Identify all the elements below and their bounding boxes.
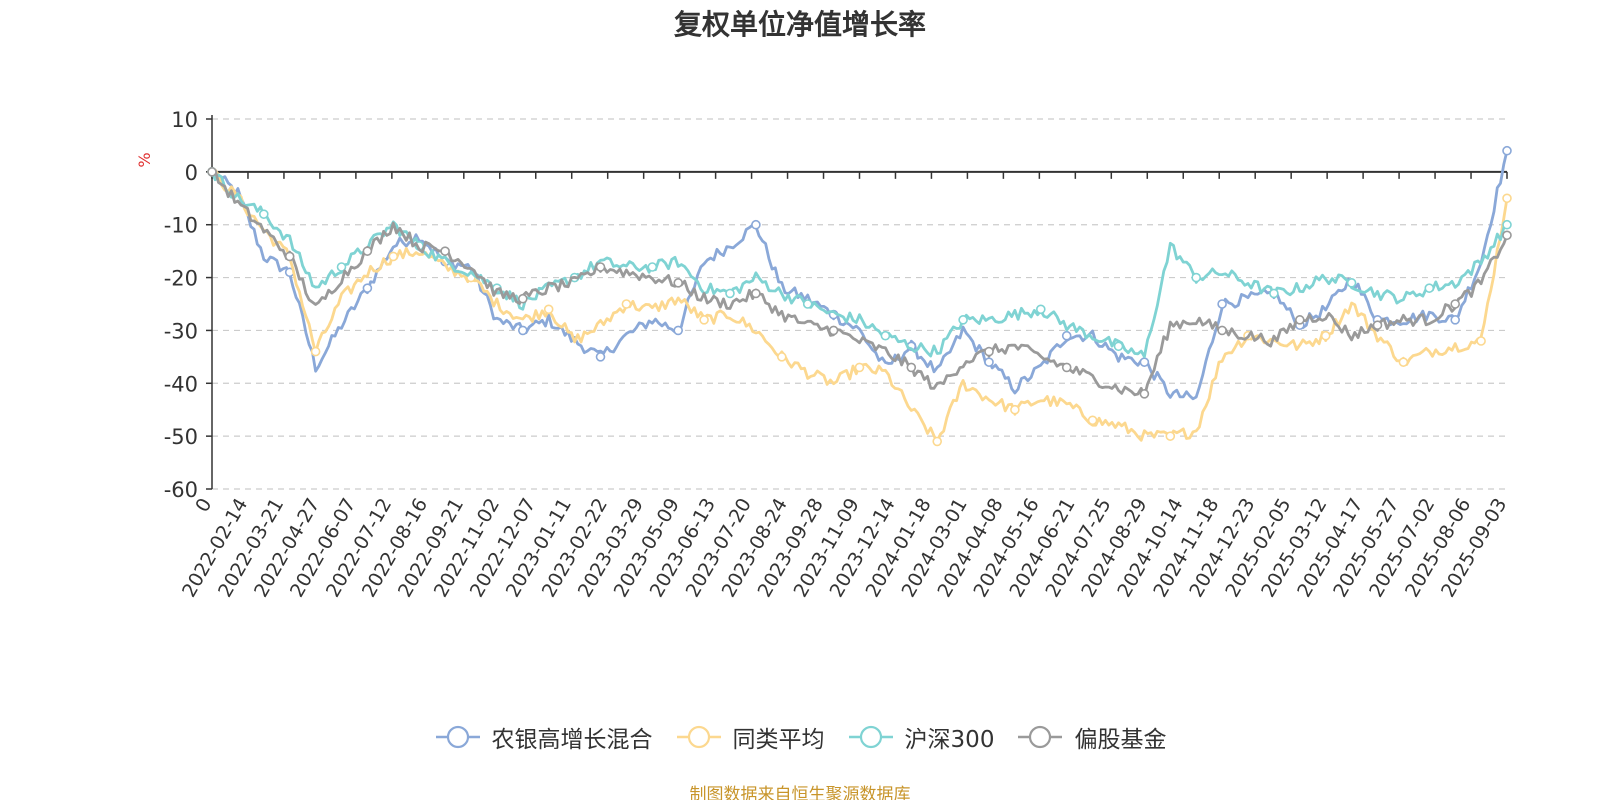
data-point bbox=[207, 167, 217, 177]
data-point bbox=[388, 251, 399, 262]
series-line bbox=[210, 171, 1508, 359]
data-point bbox=[1087, 415, 1098, 426]
data-point bbox=[1217, 325, 1227, 336]
data-point bbox=[362, 246, 373, 256]
data-point bbox=[1036, 304, 1046, 315]
data-point bbox=[284, 251, 295, 262]
data-point bbox=[336, 262, 347, 272]
y-tick-label: 0 bbox=[185, 161, 198, 185]
data-point bbox=[802, 299, 813, 309]
data-point bbox=[1450, 315, 1460, 325]
data-point bbox=[1010, 404, 1020, 415]
y-axis-label: % bbox=[135, 152, 154, 167]
data-point bbox=[1502, 193, 1512, 204]
data-point bbox=[1450, 299, 1460, 309]
data-point bbox=[647, 262, 658, 272]
data-point bbox=[440, 246, 450, 256]
source-note: 制图数据来自恒生聚源数据库 bbox=[689, 785, 911, 800]
data-point bbox=[1061, 330, 1072, 341]
legend-marker-icon bbox=[676, 725, 721, 749]
legend-marker-icon bbox=[435, 725, 480, 749]
legend-marker-icon bbox=[848, 725, 893, 749]
data-point bbox=[1113, 341, 1124, 352]
chart-title: 复权单位净值增长率 bbox=[673, 8, 926, 41]
legend-item[interactable]: 同类平均 bbox=[675, 720, 825, 754]
series-line bbox=[211, 150, 1509, 401]
data-point bbox=[1269, 288, 1279, 299]
x-tick-label: 0 bbox=[191, 495, 216, 516]
y-tick-label: -60 bbox=[164, 478, 198, 502]
y-tick-label: 10 bbox=[171, 108, 198, 132]
data-point bbox=[854, 362, 865, 373]
data-point bbox=[517, 325, 528, 336]
series-line bbox=[211, 169, 1509, 398]
data-point bbox=[595, 352, 606, 362]
legend: 农银高增长混合 同类平均 沪深300 偏股基金 bbox=[0, 720, 1600, 754]
data-point bbox=[1295, 315, 1305, 325]
legend-marker-icon bbox=[1018, 725, 1063, 749]
data-point bbox=[1372, 320, 1383, 330]
data-point bbox=[751, 219, 761, 230]
data-point bbox=[906, 362, 917, 373]
y-tick-label: -40 bbox=[164, 372, 198, 396]
y-tick-label: -10 bbox=[164, 214, 198, 238]
data-point bbox=[1502, 230, 1512, 241]
legend-label: 沪深300 bbox=[904, 727, 995, 753]
data-point bbox=[673, 278, 684, 288]
data-point bbox=[958, 315, 968, 325]
data-point bbox=[621, 299, 632, 309]
data-point bbox=[932, 436, 943, 447]
data-point bbox=[1061, 362, 1072, 373]
data-point bbox=[699, 315, 709, 325]
legend-label: 同类平均 bbox=[732, 727, 825, 753]
data-point bbox=[984, 346, 994, 357]
data-point bbox=[984, 357, 994, 367]
data-point bbox=[1502, 219, 1512, 230]
data-point bbox=[880, 330, 891, 341]
data-point bbox=[1424, 283, 1435, 293]
legend-label: 偏股基金 bbox=[1074, 727, 1167, 753]
data-point bbox=[310, 346, 321, 357]
series-line bbox=[211, 168, 1509, 444]
data-point bbox=[751, 288, 761, 299]
data-point bbox=[1191, 272, 1201, 283]
data-point bbox=[1502, 145, 1512, 156]
legend-item[interactable]: 偏股基金 bbox=[1016, 720, 1166, 754]
data-point bbox=[543, 304, 554, 315]
y-tick-label: -20 bbox=[164, 267, 198, 291]
data-point bbox=[1139, 389, 1150, 399]
data-point bbox=[517, 293, 528, 304]
data-point bbox=[258, 209, 269, 219]
legend-item[interactable]: 沪深300 bbox=[847, 720, 995, 754]
data-point bbox=[1217, 299, 1227, 309]
data-point bbox=[1320, 330, 1331, 341]
data-point bbox=[828, 325, 839, 336]
legend-label: 农银高增长混合 bbox=[491, 727, 653, 753]
line-chart: 100-10-20-30-40-50-60%02022-02-142022-03… bbox=[135, 108, 1512, 601]
data-point bbox=[1139, 357, 1150, 367]
data-point bbox=[725, 288, 735, 299]
data-point bbox=[1476, 336, 1486, 346]
legend-item[interactable]: 农银高增长混合 bbox=[434, 720, 653, 754]
data-point bbox=[776, 352, 787, 362]
y-tick-label: -30 bbox=[164, 319, 198, 343]
data-point bbox=[673, 325, 684, 336]
data-point bbox=[1346, 278, 1357, 288]
y-tick-label: -50 bbox=[164, 425, 198, 449]
data-point bbox=[595, 262, 606, 272]
data-point bbox=[1398, 357, 1409, 367]
data-point bbox=[362, 283, 373, 293]
data-point bbox=[1165, 431, 1176, 441]
